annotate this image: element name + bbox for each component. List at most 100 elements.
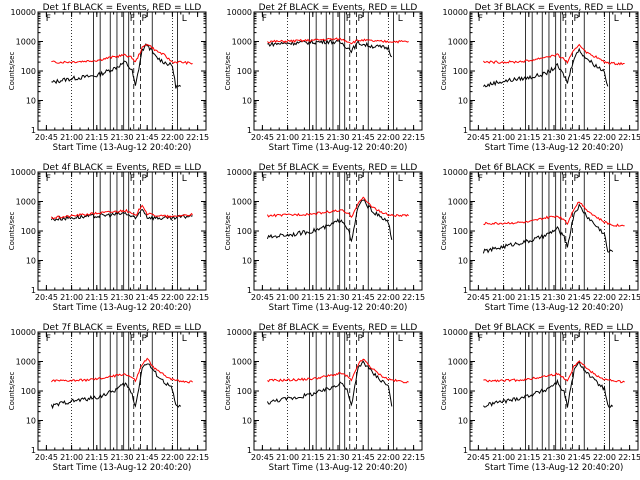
interval-marker-label: L (182, 14, 187, 24)
plot-frame (253, 11, 423, 131)
interval-marker-label: F (262, 334, 267, 344)
x-tick-label: 21:30 (542, 453, 565, 462)
y-tick-label: 100 (453, 67, 468, 76)
interval-marker-label: F (478, 334, 483, 344)
x-tick-label: 21:45 (568, 133, 591, 142)
interval-marker-label: P (141, 334, 147, 344)
x-tick-label: 22:00 (593, 133, 616, 142)
interval-marker-label: L (614, 174, 619, 184)
x-tick-label: 22:00 (593, 293, 616, 302)
y-axis-label: Counts/sec (224, 212, 232, 251)
y-tick-label: 10 (26, 97, 36, 106)
interval-marker-label: P (573, 174, 579, 184)
y-tick-label: 10 (458, 97, 468, 106)
interval-marker-label: F (346, 174, 351, 184)
x-tick-label: 20:45 (35, 453, 58, 462)
series-lld-line (267, 37, 409, 45)
x-tick-label: 21:30 (110, 293, 133, 302)
interval-marker-label: F (262, 14, 267, 24)
chart-title: Det 2f BLACK = Events, RED = LLD (259, 3, 418, 13)
x-tick-label: 21:15 (301, 453, 324, 462)
x-tick-label: 22:00 (377, 453, 400, 462)
interval-marker-label: P (573, 14, 579, 24)
series-lld-line (483, 201, 625, 227)
x-axis-label: Start Time (13-Aug-12 20:40:20) (269, 463, 408, 473)
y-tick-label: 1000 (232, 38, 252, 47)
x-tick-label: 22:00 (377, 133, 400, 142)
interval-marker-label: F (262, 174, 267, 184)
x-tick-label: 20:45 (251, 453, 274, 462)
panel-det-6: Det 6f BLACK = Events, RED = LLD 1 10 100 10… (440, 163, 640, 313)
interval-marker-label: P (141, 174, 147, 184)
x-tick-label: 21:45 (568, 453, 591, 462)
series-lld-line (483, 360, 625, 384)
x-tick-label: 21:45 (568, 293, 591, 302)
interval-marker-label: F (478, 14, 483, 24)
y-tick-label: 100 (237, 387, 252, 396)
series-events-line (266, 199, 393, 243)
x-tick-label: 21:15 (85, 453, 108, 462)
interval-marker-label: F (562, 334, 567, 344)
interval-marker-label: F (562, 174, 567, 184)
x-tick-label: 21:15 (517, 133, 540, 142)
x-tick-label: 21:00 (60, 293, 83, 302)
y-tick-label: 1 (463, 446, 468, 455)
y-tick-label: 10000 (443, 328, 468, 337)
y-tick-label: 1 (463, 286, 468, 295)
y-axis-label: Counts/sec (224, 372, 232, 411)
y-tick-label: 100 (453, 387, 468, 396)
chart-title: Det 6f BLACK = Events, RED = LLD (475, 163, 634, 173)
interval-marker-label: F (346, 334, 351, 344)
x-tick-label: 22:15 (186, 293, 209, 302)
chart-title: Det 9f BLACK = Events, RED = LLD (475, 323, 634, 333)
y-tick-label: 1 (31, 286, 36, 295)
series-events-line (266, 360, 393, 407)
x-tick-label: 22:15 (402, 453, 425, 462)
x-axis-label: Start Time (13-Aug-12 20:40:20) (485, 463, 624, 473)
x-tick-label: 21:00 (492, 133, 515, 142)
x-tick-label: 22:15 (402, 293, 425, 302)
plot-frame (37, 171, 207, 291)
interval-marker-label: P (141, 14, 147, 24)
x-axis-label: Start Time (13-Aug-12 20:40:20) (269, 143, 408, 153)
x-tick-label: 21:30 (110, 453, 133, 462)
panel-det-5: Det 5f BLACK = Events, RED = LLD 1 10 100 10… (224, 163, 425, 313)
series-events-line (51, 43, 182, 89)
y-axis-label: Counts/sec (8, 212, 16, 251)
y-tick-label: 1000 (448, 198, 468, 207)
y-tick-label: 1000 (16, 358, 36, 367)
x-tick-label: 22:15 (186, 453, 209, 462)
interval-marker-label: P (357, 174, 363, 184)
interval-marker-label: L (398, 334, 403, 344)
x-tick-label: 20:45 (35, 293, 58, 302)
series-lld-line (50, 204, 193, 219)
x-tick-label: 20:45 (467, 293, 490, 302)
series-events-line (483, 359, 614, 408)
chart-title: Det 3f BLACK = Events, RED = LLD (475, 3, 634, 13)
series-events-line (483, 47, 609, 88)
y-tick-label: 10 (458, 257, 468, 266)
x-tick-label: 21:15 (85, 133, 108, 142)
plot-frame (37, 11, 207, 131)
x-tick-label: 21:30 (326, 453, 349, 462)
x-tick-label: 22:15 (618, 293, 640, 302)
chart-title: Det 1f BLACK = Events, RED = LLD (43, 3, 202, 13)
plot-frame (469, 331, 639, 451)
series-lld-line (267, 358, 409, 384)
x-tick-label: 20:45 (467, 133, 490, 142)
chart-title: Det 8f BLACK = Events, RED = LLD (259, 323, 418, 333)
y-tick-label: 10 (242, 257, 252, 266)
interval-marker-label: F (130, 174, 135, 184)
x-tick-label: 21:45 (352, 453, 375, 462)
x-tick-label: 20:45 (35, 133, 58, 142)
y-tick-label: 1 (247, 286, 252, 295)
y-axis-label: Counts/sec (8, 52, 16, 91)
x-tick-label: 21:30 (542, 293, 565, 302)
x-tick-label: 22:15 (618, 453, 640, 462)
panel-det-1: Det 1f BLACK = Events, RED = LLD 1 10 100 10… (8, 3, 209, 153)
x-axis-label: Start Time (13-Aug-12 20:40:20) (53, 303, 192, 313)
panel-det-9: Det 9f BLACK = Events, RED = LLD 1 10 100 10… (440, 323, 640, 473)
x-tick-label: 21:00 (60, 453, 83, 462)
y-tick-label: 10000 (227, 168, 252, 177)
